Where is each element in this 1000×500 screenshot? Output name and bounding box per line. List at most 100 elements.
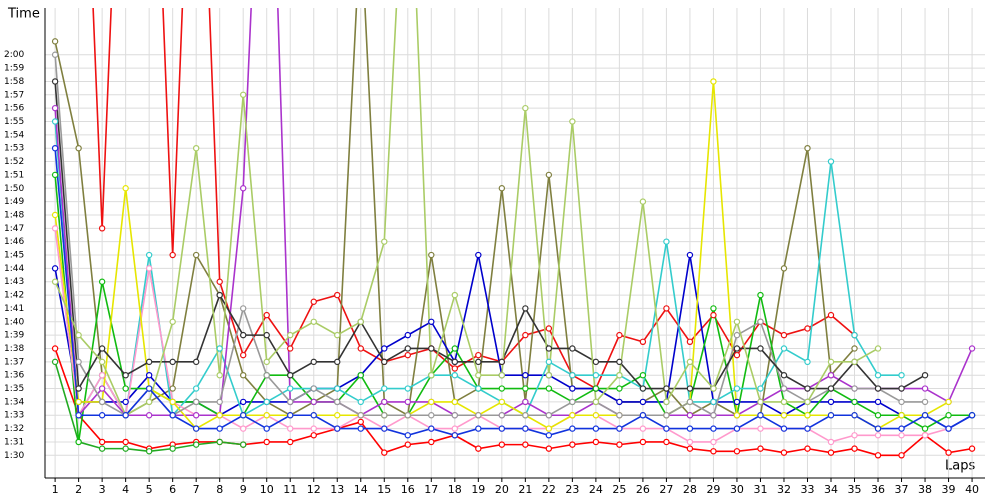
lap-point — [404, 331, 411, 339]
y-tick-label: 1:34 — [4, 397, 24, 407]
lap-point — [874, 371, 882, 379]
lap-point — [874, 425, 882, 432]
lap-point — [240, 305, 247, 312]
x-tick-label: 13 — [330, 483, 344, 496]
lap-point — [686, 251, 694, 259]
lap-point — [757, 345, 764, 352]
lap-point — [145, 448, 153, 455]
lap-point — [498, 358, 506, 366]
y-tick-label: 1:50 — [4, 184, 24, 194]
lap-point — [663, 438, 670, 446]
lap-point — [310, 412, 317, 419]
y-tick-label: 1:51 — [4, 170, 24, 180]
lap-point — [639, 425, 647, 432]
x-tick-label: 34 — [824, 483, 838, 496]
lap-point — [404, 412, 411, 419]
lap-point — [663, 238, 670, 245]
lap-point — [145, 398, 153, 406]
lap-point — [145, 385, 153, 392]
lap-point — [733, 345, 741, 352]
lap-point — [592, 438, 600, 446]
lap-point — [122, 185, 129, 192]
lap-point — [710, 305, 717, 312]
lap-point — [169, 445, 176, 452]
lap-point — [804, 398, 811, 406]
lap-point — [874, 432, 882, 439]
lap-point — [381, 358, 388, 366]
lap-point — [475, 412, 482, 419]
lap-point — [51, 278, 59, 285]
lap-point — [851, 398, 858, 406]
y-tick-label: 1:38 — [4, 344, 24, 354]
x-tick-label: 14 — [354, 483, 368, 496]
lap-point — [874, 385, 882, 392]
lap-point — [851, 445, 858, 452]
lap-point — [639, 371, 647, 379]
lap-point — [263, 438, 270, 446]
lap-point — [381, 425, 388, 432]
lap-point — [780, 449, 788, 456]
lap-point — [287, 345, 294, 352]
lap-point — [780, 385, 788, 392]
lap-point — [51, 38, 59, 45]
lap-point — [263, 398, 270, 406]
lap-point — [240, 425, 247, 432]
lap-point — [98, 385, 106, 392]
lap-point — [663, 425, 670, 432]
lap-point — [287, 398, 294, 406]
x-tick-label: 3 — [99, 483, 106, 496]
lap-point — [287, 331, 294, 339]
x-tick-label: 23 — [565, 483, 579, 496]
lap-point — [98, 345, 106, 352]
lap-point — [733, 425, 741, 432]
lap-point — [404, 398, 411, 406]
lap-point — [804, 445, 811, 452]
lap-point — [851, 412, 858, 419]
x-tick-label: 21 — [518, 483, 532, 496]
lap-point — [733, 398, 741, 406]
lap-point — [357, 398, 364, 406]
lap-point — [945, 412, 952, 419]
lap-point — [240, 91, 247, 98]
lap-point — [404, 345, 411, 352]
lap-point — [451, 412, 459, 419]
x-tick-label: 11 — [283, 483, 297, 496]
lap-point — [592, 385, 600, 392]
lap-point — [381, 449, 388, 456]
lap-point — [451, 358, 459, 366]
lap-point — [592, 398, 600, 406]
x-tick-label: 6 — [169, 483, 176, 496]
x-tick-label: 37 — [895, 483, 909, 496]
lap-point — [780, 331, 788, 339]
x-tick-label: 19 — [471, 483, 485, 496]
x-tick-label: 4 — [122, 483, 129, 496]
lap-point — [616, 358, 623, 366]
lap-point — [216, 412, 223, 419]
lap-point — [98, 371, 106, 379]
lap-point — [98, 225, 106, 232]
lap-point — [145, 412, 153, 419]
lap-point — [75, 331, 82, 339]
x-tick-label: 33 — [800, 483, 814, 496]
lap-point — [804, 358, 811, 366]
lap-point — [98, 278, 106, 285]
lap-point — [498, 441, 506, 448]
lap-point — [51, 358, 59, 366]
lap-point — [428, 438, 435, 446]
x-tick-label: 27 — [659, 483, 673, 496]
lap-point — [451, 371, 459, 379]
lap-point — [780, 345, 788, 352]
lap-point — [733, 351, 741, 359]
series-line — [54, 8, 973, 418]
lap-point — [945, 449, 952, 456]
lap-point — [428, 425, 435, 432]
lap-point — [381, 398, 388, 406]
lap-point — [827, 438, 835, 446]
lap-point — [733, 385, 741, 392]
lap-point — [192, 385, 200, 392]
lap-point — [122, 438, 129, 446]
lap-point — [592, 358, 600, 366]
lap-point — [75, 412, 82, 419]
lap-point — [968, 445, 976, 452]
lap-point — [75, 385, 82, 392]
